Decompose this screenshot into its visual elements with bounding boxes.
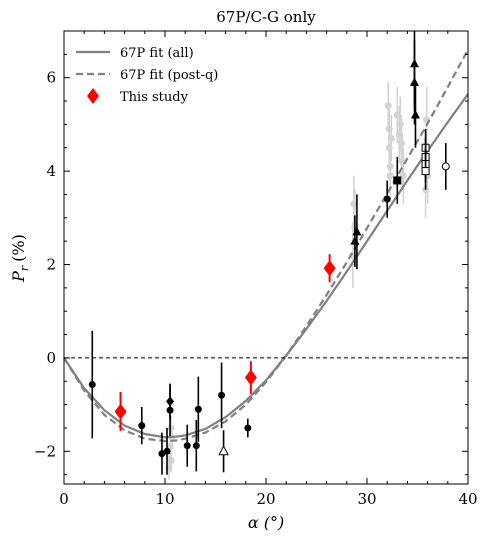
circle-marker [194,405,202,413]
y-tick-label: 0 [46,349,56,367]
plot-frame [63,30,469,485]
circle-marker [387,134,395,142]
x-axis-label: α (°) [248,513,284,532]
open-square-marker [421,167,430,176]
x-tick-label: 20 [256,490,275,508]
fit-postq-curve [63,49,469,443]
y-axis-label-main: P [9,271,28,283]
circle-marker [384,102,392,110]
y-tick-label: −2 [34,442,56,460]
circle-marker [167,424,175,432]
data-points-group [88,31,450,475]
fit-all-curve [63,93,469,439]
y-tick-label: 4 [46,162,56,180]
open-triangle-marker [218,445,229,456]
this-study-marker [244,369,257,386]
legend-red-diamond-icon [87,88,99,104]
faint-data-group [165,82,432,480]
square-marker [393,176,402,185]
y-tick-label: 6 [46,69,56,87]
triangle-marker [350,236,360,245]
y-axis-label-sub: r [18,265,31,271]
fit-curves-group [63,49,469,443]
triangle-marker [410,110,420,119]
circle-marker [350,200,358,208]
triangle-marker [409,77,419,86]
x-tick-label: 10 [155,490,174,508]
circle-marker [88,381,96,389]
x-tick-label: 0 [59,490,69,508]
this-study-marker [114,403,127,420]
triangle-marker [352,226,362,236]
diamond-marker [166,396,175,407]
axis-ticks-group: 0 10 20 30 40 −2 0 2 4 6 [34,30,478,508]
y-tick-label: 2 [46,256,56,274]
y-axis-label-unit: (%) [9,234,28,262]
circle-marker [383,195,391,203]
circle-marker [138,422,146,430]
open-circle-marker [441,162,450,171]
chart-title: 67P/C-G only [216,8,316,26]
circle-marker [218,391,226,399]
legend-label-this-study: This study [120,90,189,105]
this-study-marker [323,260,336,277]
x-tick-label: 30 [357,490,376,508]
y-axis-label: Pr (%) [9,234,31,283]
circle-marker [399,172,407,180]
legend-label-fit-all: 67P fit (all) [120,46,194,61]
circle-marker [167,457,175,465]
legend: 67P fit (all) 67P fit (post-q) This stud… [76,46,218,105]
circle-marker [163,447,171,455]
circle-marker [192,442,200,450]
circle-marker [386,172,394,180]
circle-marker [244,424,252,432]
circle-marker [183,442,191,450]
circle-marker [396,120,404,128]
circle-marker [397,139,405,147]
x-tick-label: 40 [458,490,477,508]
legend-label-fit-postq: 67P fit (post-q) [120,68,218,83]
